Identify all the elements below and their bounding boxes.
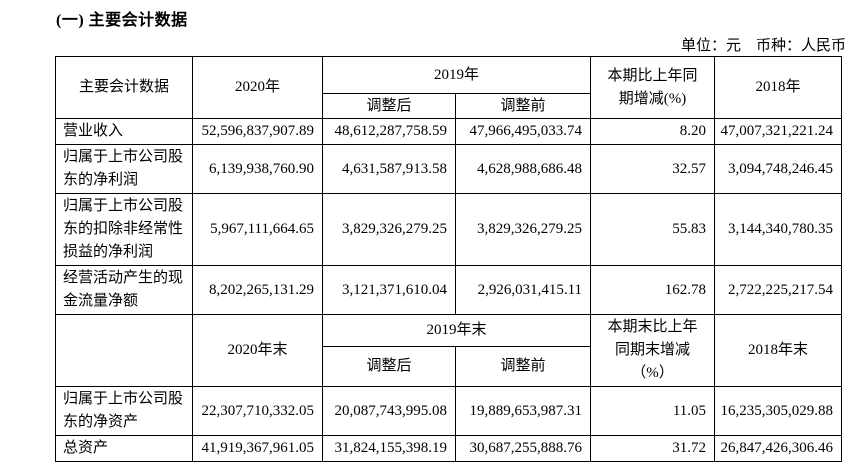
- cell-2020: 6,139,938,760.90: [192, 144, 323, 194]
- cell-2019-original: 4,628,988,686.48: [454, 144, 592, 194]
- cell-2019-adjusted: 20,087,743,995.08: [322, 386, 456, 436]
- cell-2019-adjusted: 31,824,155,398.19: [322, 435, 456, 462]
- cell-2020: 8,202,265,131.29: [192, 265, 323, 315]
- header-2019-end: 2019年末: [321, 314, 592, 347]
- cell-2020: 5,967,111,664.65: [192, 193, 323, 266]
- cell-2019-original: 47,966,495,033.74: [454, 118, 592, 145]
- table-row-net-profit: 归属于上市公司股东的净利润 6,139,938,760.90 4,631,587…: [55, 144, 843, 194]
- cell-2019-original: 30,687,255,888.76: [454, 435, 592, 462]
- table-row-total-assets: 总资产 41,919,367,961.05 31,824,155,398.19 …: [55, 435, 843, 462]
- cell-2019-adjusted: 4,631,587,913.58: [322, 144, 456, 194]
- header-2020-end: 2020年末: [192, 314, 323, 387]
- row-label: 归属于上市公司股东的扣除非经常性损益的净利润: [55, 193, 193, 266]
- cell-change: 162.78: [590, 265, 716, 315]
- row-label: 经营活动产生的现金流量净额: [55, 265, 193, 315]
- cell-2018: 3,094,748,246.45: [714, 144, 843, 194]
- cell-2018: 16,235,305,029.88: [714, 386, 843, 436]
- header-main-label: 主要会计数据: [55, 56, 193, 119]
- header-2018: 2018年: [714, 56, 843, 119]
- header-2019: 2019年: [321, 56, 592, 94]
- cell-change: 8.20: [590, 118, 716, 145]
- row-label: 归属于上市公司股东的净资产: [55, 386, 193, 436]
- table-row-net-profit-excl-nonrecurring: 归属于上市公司股东的扣除非经常性损益的净利润 5,967,111,664.65 …: [55, 193, 843, 266]
- table-row-operating-cash-flow: 经营活动产生的现金流量净额 8,202,265,131.29 3,121,371…: [55, 265, 843, 315]
- header-change-yearend: 本期末比上年同期末增减（%）: [590, 314, 716, 387]
- table-row-net-assets: 归属于上市公司股东的净资产 22,307,710,332.05 20,087,7…: [55, 386, 843, 436]
- header-2018-end: 2018年末: [714, 314, 843, 387]
- cell-2019-adjusted: 3,829,326,279.25: [322, 193, 456, 266]
- cell-change: 31.72: [590, 435, 716, 462]
- cell-2019-original: 19,889,653,987.31: [454, 386, 592, 436]
- cell-2019-original: 3,829,326,279.25: [454, 193, 592, 266]
- cell-2019-adjusted: 48,612,287,758.59: [322, 118, 456, 145]
- cell-change: 55.83: [590, 193, 716, 266]
- header-2020: 2020年: [192, 56, 323, 119]
- cell-2018: 3,144,340,780.35: [714, 193, 843, 266]
- row-label: 归属于上市公司股东的净利润: [55, 144, 193, 194]
- header-row-yearend-sub: 调整后 调整前: [56, 345, 842, 388]
- header-row-annual: 主要会计数据 2020年 2019年 本期比上年同期增减(%) 2018年: [55, 56, 843, 119]
- header-adjusted-after: 调整后: [322, 345, 456, 388]
- header-adjusted-before: 调整前: [454, 93, 592, 119]
- header-adjusted-after: 调整后: [322, 93, 456, 119]
- cell-2020: 41,919,367,961.05: [192, 435, 323, 462]
- header-change-yoy: 本期比上年同期增减(%): [590, 56, 716, 119]
- cell-2018: 26,847,426,306.46: [714, 435, 843, 462]
- header-adjusted-before: 调整前: [454, 345, 592, 388]
- cell-change: 32.57: [590, 144, 716, 194]
- accounting-data-table: 主要会计数据 2020年 2019年 本期比上年同期增减(%) 2018年 调整…: [55, 56, 843, 462]
- table-row-revenue: 营业收入 52,596,837,907.89 48,612,287,758.59…: [55, 118, 843, 145]
- cell-2019-original: 2,926,031,415.11: [454, 265, 592, 315]
- cell-2019-adjusted: 3,121,371,610.04: [322, 265, 456, 315]
- header-row-annual-sub: 调整后 调整前: [56, 93, 842, 119]
- cell-2020: 22,307,710,332.05: [192, 386, 323, 436]
- unit-note: 单位：元 币种：人民币: [680, 38, 846, 54]
- header-row-yearend: 2020年末 2019年末 本期末比上年同期末增减（%） 2018年末: [55, 314, 843, 387]
- section-title: (一) 主要会计数据: [56, 12, 188, 29]
- row-label: 总资产: [55, 435, 193, 462]
- cell-2020: 52,596,837,907.89: [192, 118, 323, 145]
- row-label: 营业收入: [55, 118, 193, 145]
- cell-change: 11.05: [590, 386, 716, 436]
- header-empty: [55, 314, 193, 387]
- cell-2018: 2,722,225,217.54: [714, 265, 843, 315]
- cell-2018: 47,007,321,221.24: [714, 118, 843, 145]
